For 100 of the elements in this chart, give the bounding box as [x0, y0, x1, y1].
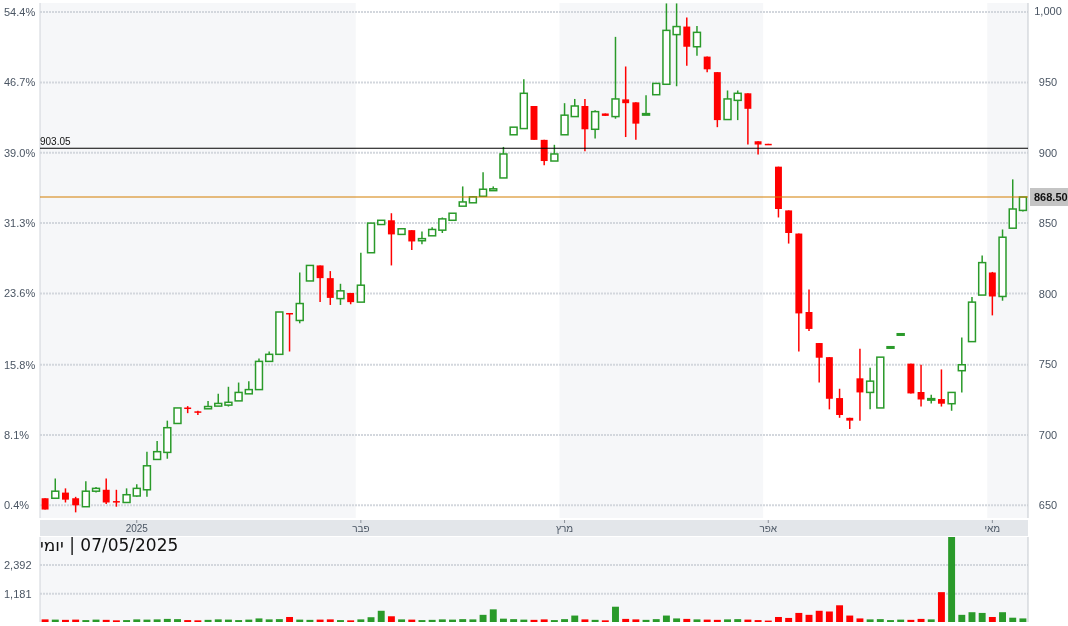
y-tick-label: 0.4%: [4, 499, 30, 512]
candlestick: [856, 347, 864, 422]
bar: [937, 592, 945, 622]
candlestick: [590, 109, 600, 140]
y2-tick-label: 750: [1038, 358, 1058, 371]
y-tick-label: 39.0%: [4, 146, 36, 159]
y-tick-label: 1,181: [4, 587, 32, 600]
bar: [571, 615, 579, 622]
bar: [795, 612, 803, 622]
candlestick: [408, 229, 416, 251]
x-tick-label: 2025: [125, 523, 149, 534]
candlestick: [744, 92, 752, 146]
candlestick: [51, 477, 60, 499]
bar: [948, 537, 956, 622]
bar: [214, 619, 222, 622]
bar: [306, 619, 314, 622]
bar: [917, 618, 925, 622]
candlestick: [937, 368, 945, 408]
bar: [866, 619, 874, 622]
bar: [102, 619, 110, 622]
bar: [265, 619, 273, 622]
bar: [174, 619, 181, 622]
candlestick: [336, 283, 345, 306]
bar: [163, 618, 171, 622]
bar: [469, 619, 477, 622]
bar: [734, 619, 742, 622]
bar: [479, 614, 487, 622]
y-tick-label: 23.6%: [4, 287, 36, 300]
bar: [153, 619, 161, 622]
bar: [428, 619, 436, 622]
y2-tick-label: 950: [1038, 76, 1058, 89]
bar: [683, 618, 691, 622]
candlestick: [214, 393, 223, 407]
candlestick: [295, 271, 304, 325]
candlestick: [836, 388, 844, 419]
bar: [540, 619, 548, 622]
candlestick: [632, 101, 640, 141]
bar: [652, 619, 660, 622]
y2-tick-label: 650: [1038, 499, 1058, 512]
candlestick: [499, 146, 508, 179]
candlestick: [102, 477, 110, 505]
y2-tick-label: 700: [1038, 428, 1058, 441]
bar: [724, 619, 731, 622]
bar: [581, 619, 589, 622]
bar: [133, 619, 141, 622]
candlestick: [754, 140, 762, 156]
y2-tick-label: 900: [1038, 146, 1058, 159]
candlestick: [683, 16, 691, 67]
candlestick: [326, 270, 334, 306]
y-tick-label: 2,392: [4, 558, 32, 571]
bar: [561, 619, 569, 622]
candlestick: [611, 36, 620, 120]
bar: [825, 611, 833, 622]
bar: [377, 610, 385, 622]
x-tick-label: אפר: [759, 523, 778, 534]
bar: [988, 616, 996, 622]
x-tick-label: מרץ: [555, 523, 574, 534]
candlestick: [142, 450, 152, 498]
y-tick-label: 15.8%: [4, 358, 36, 371]
bar: [499, 618, 507, 622]
y2-tick-label: 800: [1038, 287, 1058, 300]
bar: [673, 618, 681, 622]
bar: [387, 616, 395, 622]
ref-line-label: 903.05: [40, 136, 72, 148]
ref-line-label: 868.50: [1034, 191, 1068, 204]
bar: [357, 619, 365, 622]
bar: [785, 617, 793, 622]
bar: [662, 615, 670, 622]
candlestick: [692, 25, 702, 57]
bar: [999, 612, 1006, 622]
bar: [1009, 617, 1017, 622]
bar: [642, 619, 650, 622]
bar: [958, 614, 966, 622]
candlestick: [988, 271, 996, 317]
bar: [693, 619, 701, 622]
candlestick: [458, 185, 467, 207]
bar: [62, 619, 69, 622]
bar: [398, 619, 406, 622]
candlestick: [846, 417, 854, 430]
bar: [326, 619, 334, 622]
bar: [459, 619, 467, 622]
x-tick-label: מאי: [984, 523, 1001, 534]
y-tick-label: 46.7%: [4, 76, 36, 89]
candlestick: [387, 212, 395, 267]
bar: [489, 609, 497, 622]
bar: [41, 619, 49, 622]
x-tick-label: פבר: [352, 523, 370, 534]
y-tick-label: 31.3%: [4, 217, 36, 230]
bar: [774, 616, 782, 622]
candlestick: [917, 364, 925, 408]
candlestick: [316, 264, 324, 303]
candlestick: [947, 391, 956, 412]
candlestick: [81, 480, 91, 508]
bar: [612, 606, 619, 622]
y-tick-label: 54.4%: [4, 6, 36, 19]
candlestick: [957, 336, 967, 394]
bar: [856, 618, 864, 622]
candlestick: [581, 98, 589, 152]
bar: [438, 619, 446, 622]
bar: [622, 618, 630, 622]
